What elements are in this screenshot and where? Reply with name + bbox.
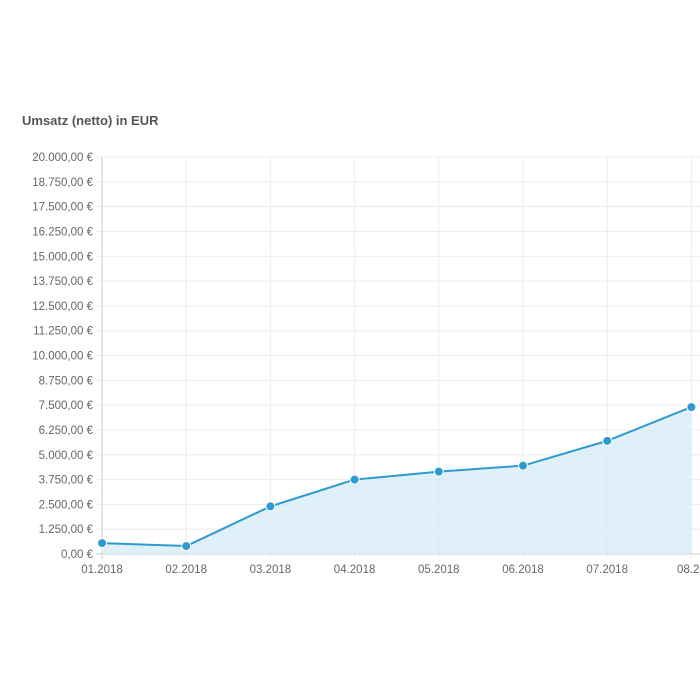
x-tick-label: 01.2018 xyxy=(81,564,123,576)
chart-title: Umsatz (netto) in EUR xyxy=(22,113,159,128)
y-tick-label: 20.000,00 € xyxy=(32,152,93,164)
data-point xyxy=(433,466,444,477)
y-tick-label: 15.000,00 € xyxy=(32,251,93,263)
y-tick-label: 2.500,00 € xyxy=(39,499,94,511)
x-tick-label: 03.2018 xyxy=(250,564,292,576)
data-point xyxy=(518,460,528,471)
y-tick-label: 0,00 € xyxy=(61,549,94,561)
y-tick-label: 5.000,00 € xyxy=(39,450,94,462)
y-tick-label: 3.750,00 € xyxy=(39,475,94,487)
data-point xyxy=(265,501,276,512)
y-tick-label: 10.000,00 € xyxy=(32,351,93,363)
x-tick-label: 05.2018 xyxy=(418,564,460,576)
y-tick-label: 1.250,00 € xyxy=(39,524,94,536)
y-tick-label: 13.750,00 € xyxy=(32,276,93,288)
data-point xyxy=(602,435,613,446)
data-point xyxy=(686,402,697,413)
y-tick-label: 17.500,00 € xyxy=(32,202,93,214)
data-points xyxy=(97,402,697,552)
y-tick-label: 8.750,00 € xyxy=(39,375,94,387)
data-point xyxy=(181,541,192,552)
area-layer xyxy=(102,407,692,554)
data-point xyxy=(349,474,360,485)
x-tick-label: 08.20 xyxy=(677,564,700,576)
y-tick-label: 18.750,00 € xyxy=(32,177,93,189)
x-tick-label: 07.2018 xyxy=(586,564,628,576)
x-tick-label: 02.2018 xyxy=(165,564,207,576)
line-layer xyxy=(101,406,692,548)
x-axis-labels: 01.2018 02.2018 03.2018 04.2018 05.2018 06.20… xyxy=(81,564,700,576)
y-tick-label: 16.250,00 € xyxy=(32,226,93,238)
y-tick-label: 11.250,00 € xyxy=(33,326,94,338)
data-point xyxy=(97,538,107,549)
x-tick-label: 06.2018 xyxy=(502,564,544,576)
series-line xyxy=(101,406,692,548)
series-area xyxy=(102,407,692,554)
x-tick-label: 04.2018 xyxy=(334,564,376,576)
y-tick-label: 12.500,00 € xyxy=(32,301,93,313)
y-axis-labels: 0,00 € 1.250,00 € 2.500,00 € 3.750,00 € 5.00… xyxy=(32,152,93,561)
y-tick-label: 6.250,00 € xyxy=(39,425,94,437)
y-tick-label: 7.500,00 € xyxy=(39,400,94,412)
